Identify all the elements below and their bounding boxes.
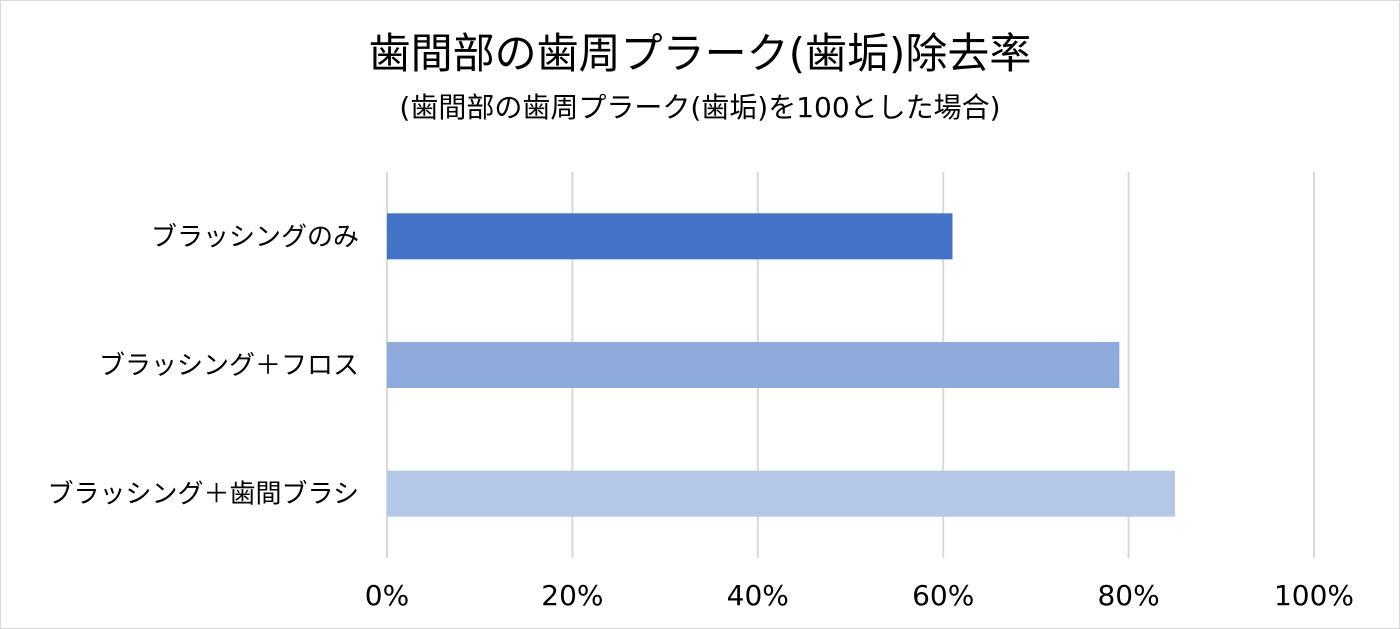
category-label: ブラッシング＋歯間ブラシ xyxy=(48,480,359,510)
bar xyxy=(387,342,1120,388)
bar xyxy=(387,213,953,260)
x-tick-label: 100% xyxy=(1274,579,1354,612)
chart-title: 歯間部の歯周プラーク(歯垢)除去率 xyxy=(368,29,1032,78)
x-tick-labels: 0% 20% 40% 60% 80% 100% xyxy=(365,579,1354,612)
x-tick-label: 80% xyxy=(1097,579,1159,612)
bars xyxy=(387,213,1175,517)
category-label: ブラッシング＋フロス xyxy=(99,351,359,381)
x-tick-label: 0% xyxy=(365,579,409,612)
x-tick-label: 40% xyxy=(727,579,789,612)
bar xyxy=(387,470,1175,517)
x-tick-label: 60% xyxy=(912,579,974,612)
x-tick-label: 20% xyxy=(541,579,603,612)
category-label: ブラッシングのみ xyxy=(151,222,359,252)
chart-subtitle: (歯間部の歯周プラーク(歯垢)を100とした場合) xyxy=(399,91,1001,124)
